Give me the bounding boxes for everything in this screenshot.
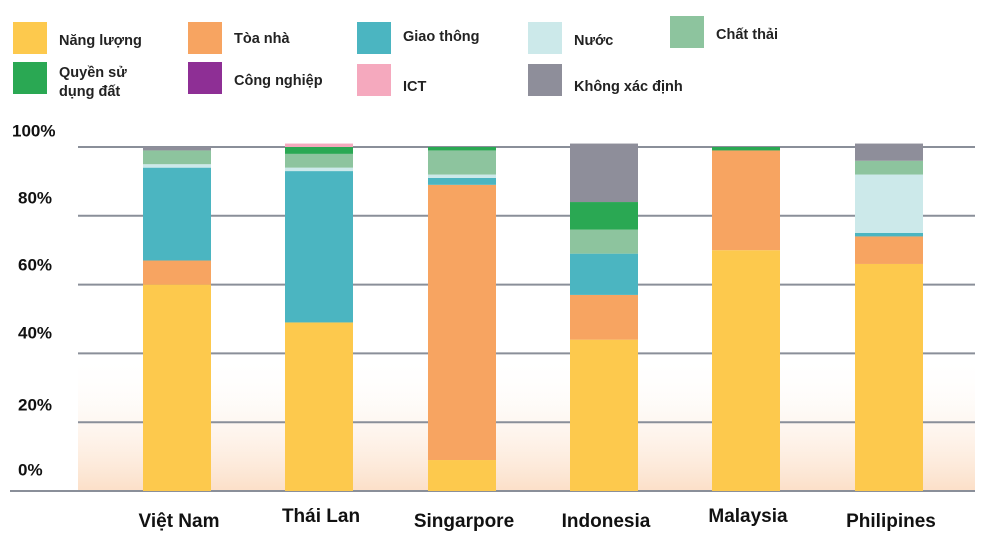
legend-swatch	[357, 64, 391, 96]
bar-segment	[712, 250, 780, 491]
legend-swatch	[670, 16, 704, 48]
bar-segment	[428, 174, 496, 178]
y-tick-label: 20%	[18, 395, 52, 414]
legend-swatch	[188, 62, 222, 94]
bar-segment	[143, 150, 211, 165]
bar-segment	[570, 202, 638, 230]
x-tick-labels: Việt Nam Thái Lan Singarpore Indonesia Malay…	[139, 506, 936, 532]
x-tick-label: Singarpore	[414, 511, 514, 532]
bar-segment	[570, 339, 638, 491]
bar-segment	[428, 150, 496, 175]
legend-label: ICT	[403, 79, 427, 95]
x-tick-label: Thái Lan	[282, 506, 360, 527]
legend-label: Giao thông	[403, 29, 480, 45]
bar-segment	[143, 164, 211, 168]
bar-segment	[570, 143, 638, 203]
x-tick-label: Việt Nam	[139, 511, 220, 532]
bar-segment	[143, 147, 211, 151]
y-tick-label: 80%	[18, 188, 52, 207]
legend: Năng lượng Tòa nhà Giao thông Nước Chất thải…	[0, 0, 1000, 110]
bar-segment	[570, 253, 638, 295]
bar-segment	[570, 229, 638, 254]
legend-label: Công nghiệp	[234, 73, 323, 89]
y-tick-label: 100%	[12, 121, 55, 140]
bar-segment	[143, 167, 211, 261]
bar-segment	[285, 167, 353, 172]
y-tick-label: 60%	[18, 255, 52, 274]
x-tick-label: Philipines	[846, 511, 936, 532]
x-tick-label: Indonesia	[562, 511, 651, 532]
legend-label: Chất thải	[716, 27, 779, 43]
bar-segment	[712, 147, 780, 151]
bar-segment	[855, 233, 923, 237]
bar-segment	[712, 150, 780, 251]
bar-segment	[143, 260, 211, 285]
bar-segment	[570, 294, 638, 340]
bar-segment	[428, 184, 496, 461]
bar-segment	[285, 171, 353, 323]
legend-swatch	[528, 22, 562, 54]
legend-label: Không xác định	[574, 79, 683, 95]
y-tick-labels: 0% 20% 40% 60% 80% 100%	[12, 121, 55, 479]
bar-segment	[855, 143, 923, 161]
legend-swatch	[13, 22, 47, 54]
legend-swatch	[357, 22, 391, 54]
bar-segment	[855, 160, 923, 175]
y-tick-label: 0%	[18, 460, 43, 479]
plot-background-gradient	[78, 355, 975, 492]
legend-label: Nước	[574, 33, 614, 49]
legend-label: Tòa nhà	[234, 31, 290, 47]
bar-segment	[428, 177, 496, 185]
bar-segment	[285, 147, 353, 154]
legend-swatch	[13, 62, 47, 94]
bar-segment	[285, 153, 353, 168]
bar-segment	[285, 322, 353, 491]
legend-swatch	[188, 22, 222, 54]
legend-label: Năng lượng	[59, 33, 142, 49]
gridlines	[10, 146, 975, 492]
bar-segment	[143, 284, 211, 491]
bar-segment	[428, 147, 496, 151]
bar-segment	[855, 236, 923, 264]
legend-swatch	[528, 64, 562, 96]
bar-segment	[428, 460, 496, 491]
y-tick-label: 40%	[18, 323, 52, 342]
x-tick-label: Malaysia	[708, 506, 788, 527]
bar-segment	[855, 174, 923, 233]
bar-segment	[855, 263, 923, 491]
bar-segment	[285, 143, 353, 147]
bars	[143, 143, 923, 491]
legend-label: Quyền sử dụng đất	[59, 65, 127, 100]
